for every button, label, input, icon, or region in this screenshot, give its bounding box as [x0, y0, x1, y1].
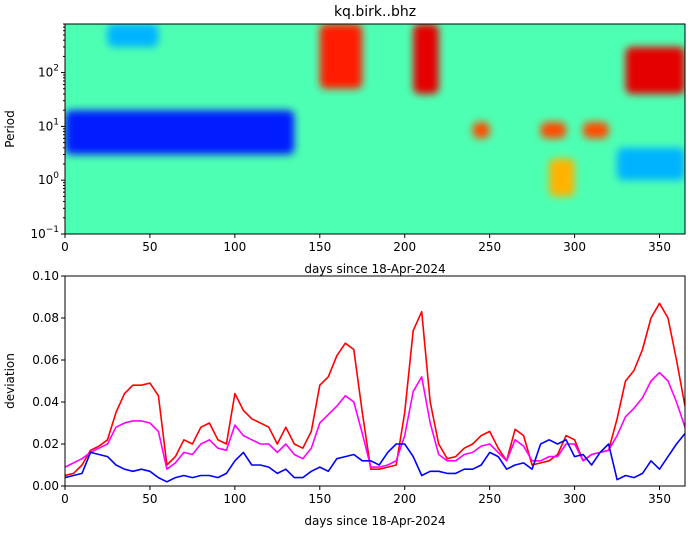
deviation-panel: 0 50 100 150 200 250 300 350 0.000.020.040.060.… [3, 269, 686, 528]
y-tick-label: 0.10 [32, 269, 59, 283]
heatmap-field [65, 24, 685, 234]
deviation-frame [64, 275, 686, 487]
heatmap-cell [549, 158, 575, 197]
x-tick-label: 50 [142, 492, 157, 506]
x-tick-label: 250 [478, 492, 501, 506]
heatmap-cell [540, 122, 567, 139]
series-line-1 [65, 302, 685, 477]
y-tick-label: 100 [38, 171, 59, 187]
deviation-y-ticks: 0.00 0.02 0.04 0.06 0.08 0.10 [32, 269, 65, 493]
x-tick-label: 0 [61, 492, 69, 506]
y-tick-label: 101 [38, 117, 59, 133]
heatmap-title: kq.birk..bhz [334, 4, 416, 20]
heatmap-y-label: Period [3, 110, 17, 147]
heatmap-y-ticks: 10−1 100 101 102 [30, 23, 65, 241]
x-tick-label: 200 [393, 492, 416, 506]
x-tick-label: 150 [308, 240, 331, 254]
y-tick-label: 10−1 [30, 225, 59, 241]
x-tick-label: 300 [563, 240, 586, 254]
series-line-3 [65, 432, 685, 483]
y-tick-label: 102 [38, 64, 59, 80]
y-tick-label: 0.04 [32, 395, 59, 409]
x-tick-label: 350 [648, 492, 671, 506]
y-tick-label: 0.06 [32, 353, 59, 367]
y-tick-label: 0.08 [32, 311, 59, 325]
heatmap-cell [625, 46, 685, 94]
x-tick-label: 300 [563, 492, 586, 506]
heatmap-cell [107, 24, 159, 47]
x-tick-label: 100 [223, 240, 246, 254]
x-tick-label: 250 [478, 240, 501, 254]
heatmap-cell [319, 24, 363, 89]
heatmap-x-ticks: 0 50 100 150 200 250 300 350 [61, 234, 671, 254]
x-tick-label: 150 [308, 492, 331, 506]
heatmap-cell [583, 122, 609, 139]
series-line-2 [65, 371, 685, 471]
heatmap-cells [65, 24, 685, 197]
heatmap-cell [472, 122, 490, 139]
x-tick-label: 0 [61, 240, 69, 254]
heatmap-cell [413, 24, 439, 94]
heatmap-cell [617, 147, 685, 181]
heatmap-x-label: days since 18-Apr-2024 [304, 262, 445, 276]
deviation-y-label: deviation [3, 353, 17, 409]
x-tick-label: 200 [393, 240, 416, 254]
x-tick-label: 100 [223, 492, 246, 506]
heatmap-cell [65, 110, 295, 155]
deviation-x-label: days since 18-Apr-2024 [304, 514, 445, 528]
x-tick-label: 350 [648, 240, 671, 254]
heatmap-panel: kq.birk..bhz 0 50 100 150 200 250 300 350 10−11… [3, 4, 686, 276]
x-tick-label: 50 [142, 240, 157, 254]
deviation-lines [65, 302, 685, 483]
y-tick-label: 0.02 [32, 437, 59, 451]
deviation-x-ticks: 0 50 100 150 200 250 300 350 [61, 486, 671, 506]
y-tick-label: 0.00 [32, 479, 59, 493]
